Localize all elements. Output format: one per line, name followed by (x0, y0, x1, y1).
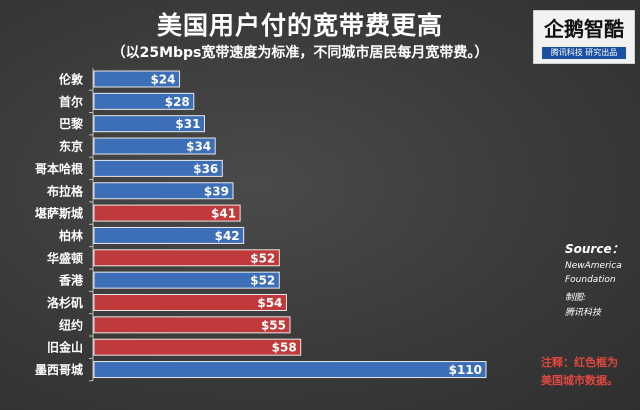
bar (93, 115, 205, 133)
bar (93, 204, 241, 222)
bar (93, 361, 487, 379)
logo-strip (542, 47, 626, 59)
note-line-2: 美国城市数据。 (541, 374, 618, 387)
source-line-1: NewAmerica (565, 261, 622, 271)
bar (93, 159, 223, 177)
value-label: $42 (215, 229, 240, 243)
bar (93, 316, 291, 334)
chart-subtitle: （以25Mbps宽带速度为标准，不同城市居民每月宽带费。） (111, 45, 489, 61)
value-label: $34 (186, 140, 211, 154)
category-label: 堪萨斯城 (35, 206, 83, 221)
value-label: $28 (165, 95, 190, 109)
value-label: $52 (250, 251, 275, 265)
bar (93, 249, 280, 267)
logo: 企鹅智酷 腾讯科技 研究出品 (533, 10, 635, 64)
value-label: $58 (272, 341, 297, 355)
source-line-4: 腾讯科技 (565, 308, 602, 318)
logo-name: 企鹅智酷 (544, 17, 624, 41)
value-label: $54 (257, 296, 282, 310)
category-label: 纽约 (59, 317, 83, 332)
logo-subtitle: 腾讯科技 研究出品 (550, 48, 618, 57)
chart-title: 美国用户付的宽带费更高 (156, 11, 443, 40)
category-label: 旧金山 (47, 340, 83, 355)
value-label: $39 (204, 184, 229, 198)
category-label: 巴黎 (59, 116, 83, 131)
category-label: 墨西哥城 (35, 362, 83, 377)
category-label: 哥本哈根 (35, 161, 83, 176)
value-label: $36 (193, 162, 218, 176)
category-label: 华盛顿 (47, 250, 83, 265)
bar (93, 92, 195, 110)
bar (93, 137, 216, 155)
category-label: 首尔 (59, 94, 83, 109)
value-label: $52 (250, 274, 275, 288)
bar (93, 271, 280, 289)
bar (93, 338, 302, 356)
value-label: $24 (150, 73, 175, 87)
bar (93, 226, 245, 244)
value-label: $41 (211, 207, 236, 221)
bar (93, 70, 181, 88)
bar (93, 294, 287, 311)
source-label: Source： (565, 242, 624, 256)
category-label: 布拉格 (47, 183, 84, 198)
category-label: 东京 (59, 139, 83, 154)
category-label: 洛杉矶 (47, 295, 83, 310)
source-line-2: Foundation (565, 275, 616, 285)
category-label: 柏林 (59, 228, 83, 243)
value-label: $110 (449, 363, 482, 377)
category-label: 香港 (58, 273, 84, 288)
category-label: 伦敦 (59, 72, 84, 87)
source-line-3: 制图: (565, 293, 587, 303)
bar (93, 182, 234, 200)
value-label: $31 (175, 117, 200, 131)
value-label: $55 (261, 318, 286, 332)
note-line-1: 注释：红色框为 (541, 356, 618, 369)
